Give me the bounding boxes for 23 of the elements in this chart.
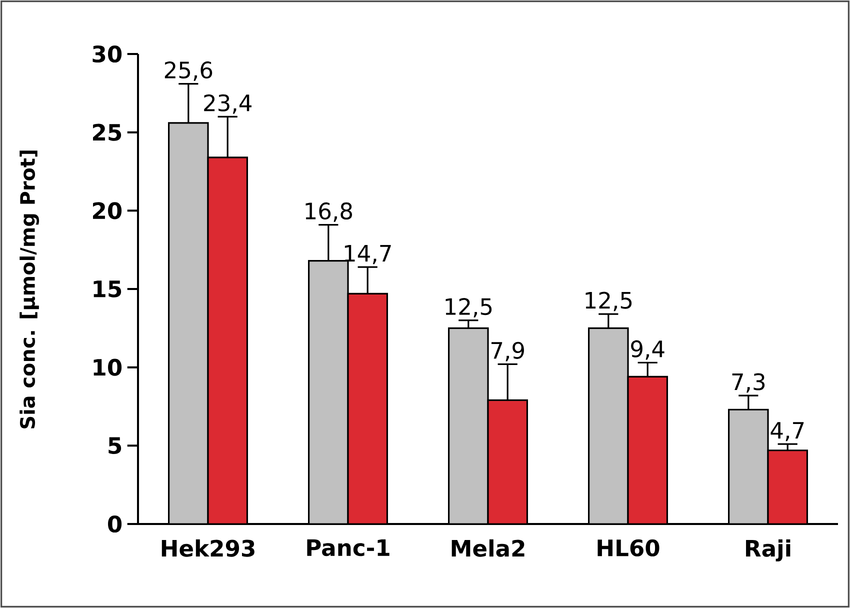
y-tick-label: 15 [94, 280, 122, 298]
y-tick-label: 30 [92, 45, 122, 63]
x-tick-label: Hek293 [162, 539, 254, 557]
data-label: 23,4 [204, 94, 252, 114]
data-label: 16,8 [306, 202, 352, 222]
y-tick-label: 10 [94, 358, 122, 376]
data-label: 7,9 [492, 342, 524, 362]
x-tick-label: Raji [746, 539, 790, 562]
data-label: 25,6 [164, 61, 212, 81]
x-tick-label: Panc-1 [307, 539, 390, 556]
y-tick-label: 25 [93, 124, 122, 141]
data-label: 12,5 [446, 298, 492, 318]
y-tick-label: 20 [93, 202, 122, 220]
y-tick-label: 5 [108, 437, 122, 454]
y-axis-title: Sia conc. [µmol/mg Prot] [20, 150, 40, 428]
x-tick-label: Mela2 [452, 539, 524, 557]
data-label: 12,5 [586, 292, 632, 312]
data-label: 14,7 [344, 245, 391, 264]
data-label: 7,3 [732, 373, 765, 393]
data-label: 4,7 [770, 422, 804, 442]
y-tick-label: 0 [108, 515, 122, 533]
data-label: 9,4 [631, 340, 664, 360]
x-tick-label: HL60 [598, 539, 660, 556]
